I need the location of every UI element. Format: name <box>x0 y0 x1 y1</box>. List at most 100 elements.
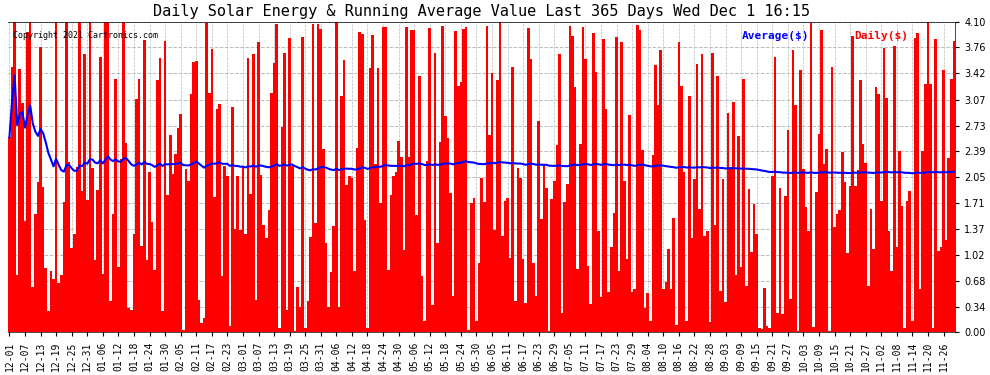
Bar <box>213 198 216 332</box>
Bar <box>421 276 424 332</box>
Bar <box>818 134 821 332</box>
Bar <box>545 188 547 332</box>
Bar <box>400 158 403 332</box>
Bar <box>369 68 371 332</box>
Bar <box>608 292 610 332</box>
Bar <box>249 194 252 332</box>
Bar <box>680 86 683 332</box>
Bar <box>875 87 877 332</box>
Bar <box>161 312 163 332</box>
Bar <box>763 288 766 332</box>
Bar <box>760 329 763 332</box>
Bar <box>560 313 563 332</box>
Bar <box>120 159 123 332</box>
Bar <box>257 42 259 332</box>
Bar <box>265 238 267 332</box>
Bar <box>758 328 760 332</box>
Bar <box>698 209 701 332</box>
Bar <box>451 296 454 332</box>
Bar <box>156 80 158 332</box>
Bar <box>893 46 896 332</box>
Text: Copyright 2021 Cartronics.com: Copyright 2021 Cartronics.com <box>13 31 157 40</box>
Bar <box>86 200 88 332</box>
Bar <box>950 79 952 332</box>
Bar <box>83 54 86 332</box>
Bar <box>62 202 65 332</box>
Bar <box>11 67 13 332</box>
Bar <box>115 79 117 332</box>
Bar <box>237 176 239 332</box>
Bar <box>843 182 846 332</box>
Bar <box>725 302 727 332</box>
Bar <box>659 50 662 332</box>
Bar <box>67 162 70 332</box>
Bar <box>867 285 869 332</box>
Bar <box>592 33 595 332</box>
Bar <box>937 251 940 332</box>
Bar <box>192 62 195 332</box>
Bar <box>750 252 752 332</box>
Bar <box>229 326 232 332</box>
Bar <box>711 53 714 332</box>
Bar <box>927 22 930 332</box>
Bar <box>102 274 104 332</box>
Bar <box>117 267 120 332</box>
Bar <box>408 157 410 332</box>
Bar <box>755 234 758 332</box>
Bar <box>538 121 540 332</box>
Bar <box>19 69 21 332</box>
Bar <box>688 96 690 332</box>
Bar <box>738 136 740 332</box>
Bar <box>109 301 112 332</box>
Bar <box>187 181 190 332</box>
Bar <box>701 54 704 332</box>
Bar <box>742 79 745 332</box>
Bar <box>618 272 621 332</box>
Bar <box>690 238 693 332</box>
Bar <box>581 27 584 332</box>
Bar <box>382 27 384 332</box>
Bar <box>517 168 520 332</box>
Bar <box>506 198 509 332</box>
Bar <box>70 248 73 332</box>
Bar <box>299 308 301 332</box>
Bar <box>211 49 213 332</box>
Bar <box>50 271 52 332</box>
Bar <box>283 53 286 332</box>
Bar <box>574 87 576 332</box>
Bar <box>267 210 270 332</box>
Bar <box>78 22 81 332</box>
Bar <box>805 207 807 332</box>
Bar <box>75 167 78 332</box>
Bar <box>195 61 198 332</box>
Bar <box>200 323 203 332</box>
Bar <box>677 42 680 332</box>
Bar <box>259 175 262 332</box>
Bar <box>472 198 475 332</box>
Bar <box>410 30 413 332</box>
Bar <box>846 253 848 332</box>
Bar <box>221 276 224 332</box>
Bar <box>924 84 927 332</box>
Bar <box>496 80 499 332</box>
Bar <box>771 176 773 332</box>
Bar <box>403 250 405 332</box>
Bar <box>275 24 278 332</box>
Bar <box>935 39 937 332</box>
Bar <box>896 247 898 332</box>
Bar <box>24 221 27 332</box>
Bar <box>252 54 254 332</box>
Bar <box>869 209 872 332</box>
Bar <box>317 24 320 332</box>
Bar <box>745 286 747 332</box>
Bar <box>328 307 330 332</box>
Bar <box>854 186 856 332</box>
Bar <box>859 80 861 332</box>
Bar <box>130 310 133 332</box>
Bar <box>48 311 50 332</box>
Bar <box>445 116 446 332</box>
Bar <box>177 128 179 332</box>
Bar <box>672 218 675 332</box>
Bar <box>280 127 283 332</box>
Bar <box>571 36 574 332</box>
